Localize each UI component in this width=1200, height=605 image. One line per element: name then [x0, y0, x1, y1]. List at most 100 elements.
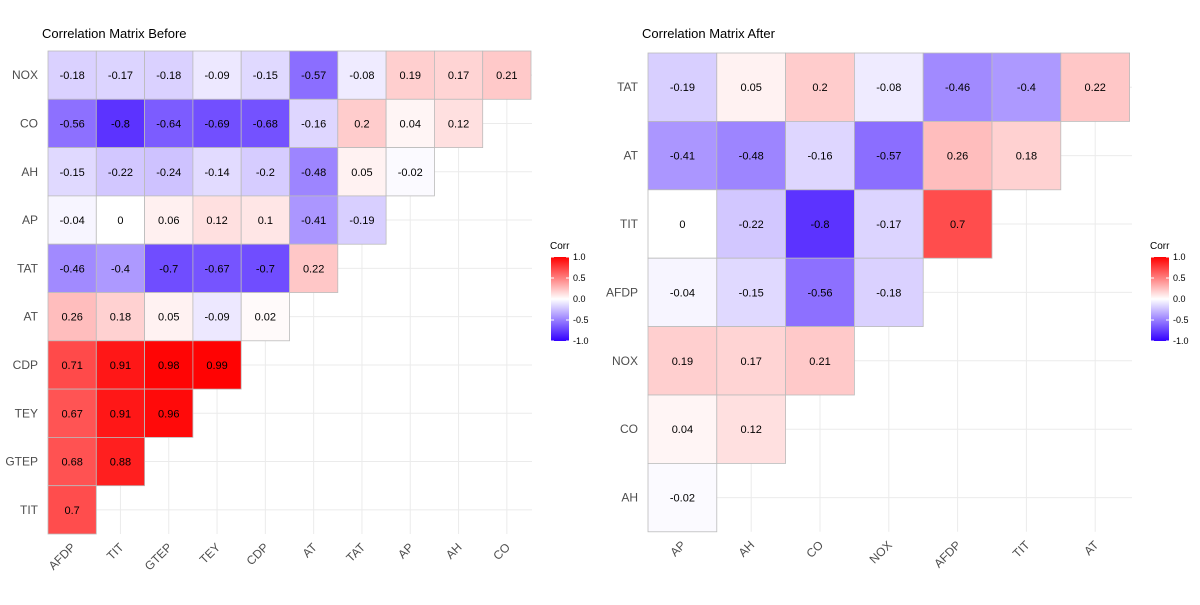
heatmap-cell — [47, 340, 97, 390]
y-tick-label: AT — [24, 310, 39, 324]
legend-tick-label: 1.0 — [1173, 252, 1186, 262]
cell-value-label: -0.08 — [349, 70, 374, 82]
cell-value-label: -0.57 — [876, 151, 901, 163]
cell-value-label: 0.99 — [206, 360, 227, 372]
legend-title: Corr — [1150, 241, 1170, 252]
heatmap-cell — [144, 98, 194, 149]
x-tick-label: AP — [395, 540, 416, 561]
cell-value-label: 0.21 — [496, 70, 517, 82]
heatmap-cell — [240, 292, 290, 342]
legend-colorbar — [551, 257, 569, 341]
cell-value-label: -0.17 — [876, 219, 901, 231]
cell-value-label: 0.12 — [448, 118, 469, 130]
heatmap-cell — [385, 147, 435, 197]
cell-value-label: 0.26 — [947, 151, 968, 163]
cell-value-label: -0.41 — [301, 215, 326, 227]
cell-value-label: -0.48 — [739, 151, 764, 163]
heatmap-cell — [716, 189, 786, 259]
heatmap-cell — [647, 121, 718, 191]
cell-value-label: -0.4 — [1017, 82, 1036, 94]
heatmap-cell — [716, 326, 786, 396]
chart-title: Correlation Matrix Before — [42, 26, 187, 41]
y-tick-label: AP — [22, 213, 38, 227]
heatmap-cell — [289, 195, 339, 245]
y-tick-label: GTEP — [5, 455, 38, 469]
y-tick-label: TIT — [20, 503, 39, 517]
cell-value-label: 0.12 — [740, 424, 761, 436]
cell-value-label: -0.19 — [670, 82, 695, 94]
legend-tick-label: 1.0 — [573, 252, 586, 262]
cell-value-label: -0.15 — [253, 70, 278, 82]
cell-value-label: 0.2 — [354, 118, 369, 130]
heatmap-cell — [716, 257, 786, 328]
heatmap-cell — [95, 436, 146, 487]
cell-value-label: -0.04 — [60, 215, 85, 227]
x-tick-label: TIT — [104, 540, 127, 563]
cell-value-label: 0 — [117, 215, 123, 227]
heatmap-cell — [854, 121, 924, 191]
legend-colorbar — [1151, 257, 1169, 341]
cell-value-label: -0.08 — [876, 82, 901, 94]
cell-value-label: 0.26 — [61, 312, 82, 324]
y-tick-label: CO — [20, 116, 38, 130]
heatmap-cell — [385, 50, 435, 100]
cell-value-label: -0.2 — [256, 167, 275, 179]
x-tick-label: TEY — [197, 540, 223, 566]
cell-value-label: -0.67 — [205, 263, 230, 275]
cell-value-label: 0.18 — [110, 312, 131, 324]
heatmap-cell — [95, 50, 146, 100]
cell-value-label: 0.17 — [740, 356, 761, 368]
heatmap-cell — [785, 257, 855, 328]
cell-value-label: 0.17 — [448, 70, 469, 82]
heatmap-cell — [95, 243, 146, 293]
cell-value-label: 0.04 — [400, 118, 421, 130]
cell-value-label: -0.68 — [253, 118, 278, 130]
y-tick-label: AT — [624, 149, 639, 163]
cell-value-label: -0.57 — [301, 70, 326, 82]
cell-value-label: 0.91 — [110, 408, 131, 420]
cell-value-label: -0.18 — [156, 70, 181, 82]
heatmap-cell — [433, 98, 484, 149]
cell-value-label: 0.98 — [158, 360, 179, 372]
heatmap-cell — [337, 98, 387, 149]
cell-value-label: 0.19 — [400, 70, 421, 82]
heatmap-cell — [192, 195, 242, 245]
legend-tick-label: -1.0 — [573, 336, 589, 346]
cell-value-label: 0 — [679, 219, 685, 231]
cell-value-label: 0.91 — [110, 360, 131, 372]
cell-value-label: -0.56 — [807, 287, 832, 299]
heatmap-cell — [95, 292, 146, 342]
chart-title: Correlation Matrix After — [642, 26, 776, 41]
heatmap-cell — [47, 98, 97, 149]
cell-value-label: -0.02 — [398, 167, 423, 179]
cell-value-label: -0.09 — [205, 70, 230, 82]
heatmap-cell — [647, 394, 718, 464]
cell-value-label: -0.24 — [156, 167, 181, 179]
heatmap-cell — [47, 50, 97, 100]
cell-value-label: 0.05 — [740, 82, 761, 94]
cell-value-label: 0.22 — [303, 263, 324, 275]
cell-value-label: -0.15 — [60, 167, 85, 179]
cell-value-label: -0.16 — [301, 118, 326, 130]
heatmap-cell — [716, 394, 786, 464]
heatmap-cell — [95, 388, 146, 438]
legend-tick-label: 0.0 — [1173, 294, 1186, 304]
cell-value-label: 0.67 — [61, 408, 82, 420]
cell-value-label: 0.68 — [61, 457, 82, 469]
heatmap-cell — [240, 243, 290, 293]
y-tick-label: NOX — [12, 68, 38, 82]
cell-value-label: -0.56 — [60, 118, 85, 130]
x-tick-label: GTEP — [142, 540, 175, 573]
heatmap-cell — [922, 189, 993, 259]
cell-value-label: 0.22 — [1084, 82, 1105, 94]
heatmap-cell — [192, 98, 242, 149]
cell-value-label: -0.69 — [205, 118, 230, 130]
heatmap-cell — [47, 147, 97, 197]
x-tick-label: AFDP — [46, 540, 79, 573]
cell-value-label: -0.15 — [739, 287, 764, 299]
heatmap-cell — [991, 52, 1062, 122]
x-tick-label: CO — [490, 540, 513, 563]
heatmap-cell — [192, 292, 242, 342]
cell-value-label: -0.02 — [670, 493, 695, 505]
legend-tick-label: -1.0 — [1173, 336, 1189, 346]
